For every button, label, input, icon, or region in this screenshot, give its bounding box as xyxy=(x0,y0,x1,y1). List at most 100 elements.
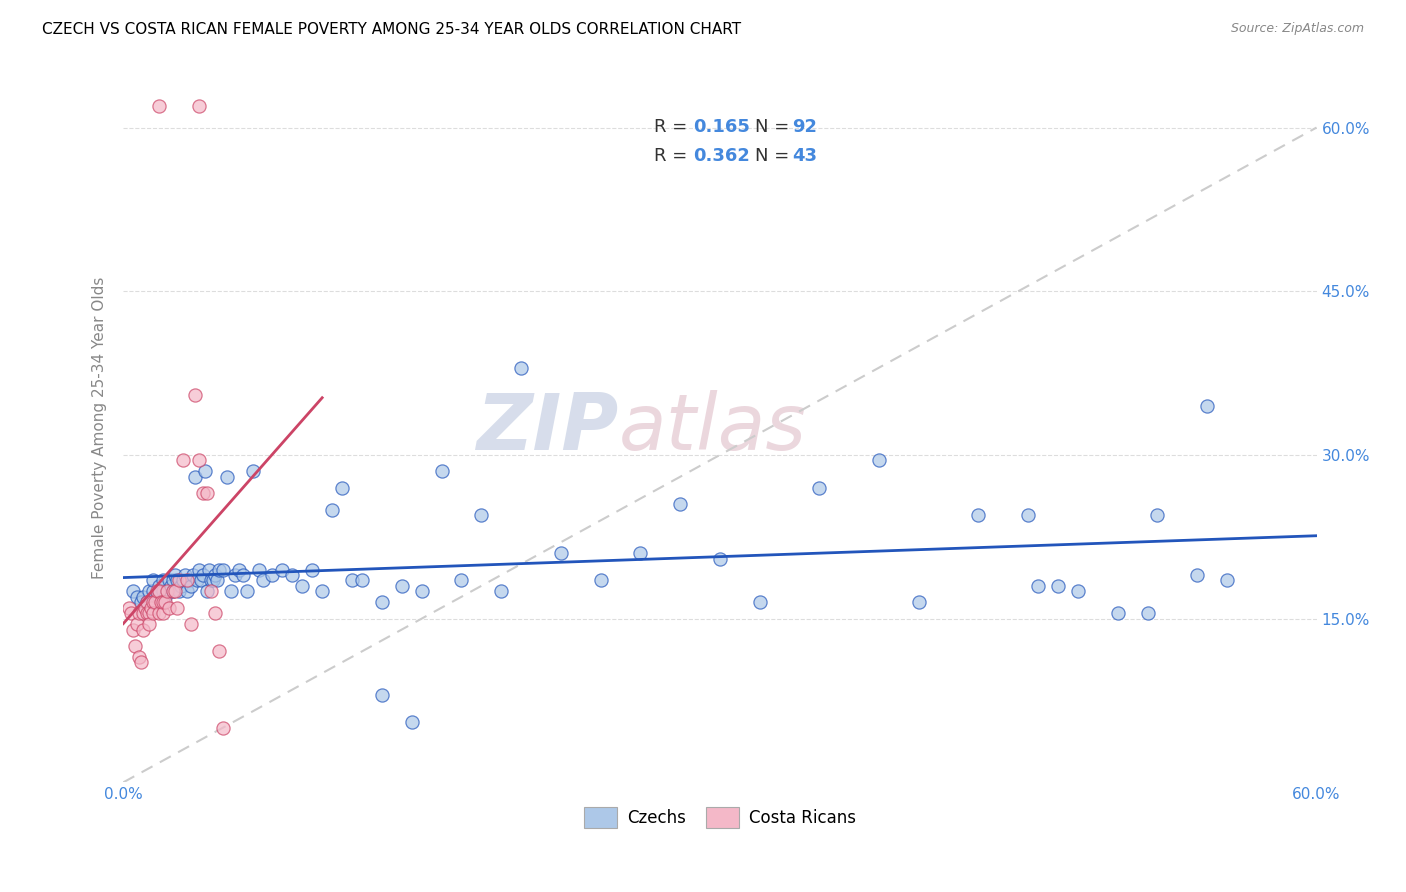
Point xyxy=(232,568,254,582)
Y-axis label: Female Poverty Among 25-34 Year Olds: Female Poverty Among 25-34 Year Olds xyxy=(93,277,107,579)
Point xyxy=(136,606,159,620)
Point xyxy=(152,574,174,588)
Point xyxy=(350,574,373,588)
Point xyxy=(391,579,413,593)
Point xyxy=(808,481,831,495)
Text: 0.362: 0.362 xyxy=(693,146,751,165)
Text: 0.165: 0.165 xyxy=(693,119,751,136)
Point xyxy=(184,388,207,402)
Point xyxy=(166,600,188,615)
Point xyxy=(194,464,217,478)
Point xyxy=(152,595,174,609)
Point xyxy=(1136,606,1159,620)
Point xyxy=(134,600,156,615)
Point xyxy=(122,623,145,637)
Point xyxy=(470,508,492,522)
Point xyxy=(191,486,214,500)
Point xyxy=(143,595,166,609)
Point xyxy=(142,574,165,588)
Point xyxy=(186,574,208,588)
Point xyxy=(271,562,294,576)
Point xyxy=(195,486,218,500)
Point xyxy=(489,584,512,599)
Point xyxy=(138,617,160,632)
Point xyxy=(510,360,533,375)
Point xyxy=(153,595,176,609)
Point xyxy=(128,649,150,664)
Text: N =: N = xyxy=(755,119,796,136)
Point xyxy=(153,590,176,604)
Point xyxy=(242,464,264,478)
Point xyxy=(1026,579,1049,593)
Point xyxy=(550,546,572,560)
Point xyxy=(157,574,180,588)
Point xyxy=(247,562,270,576)
Point xyxy=(195,584,218,599)
Point xyxy=(205,574,228,588)
Point xyxy=(709,551,731,566)
Point xyxy=(167,574,190,588)
Point xyxy=(1197,399,1219,413)
Point xyxy=(167,584,190,599)
Point xyxy=(162,574,184,588)
Text: Source: ZipAtlas.com: Source: ZipAtlas.com xyxy=(1230,22,1364,36)
Point xyxy=(907,595,929,609)
Point xyxy=(868,453,890,467)
Point xyxy=(1146,508,1168,522)
Point xyxy=(136,595,159,609)
Point xyxy=(215,470,238,484)
Point xyxy=(163,584,186,599)
Point xyxy=(176,574,198,588)
Text: 43: 43 xyxy=(792,146,817,165)
Point xyxy=(120,606,142,620)
Point xyxy=(228,562,250,576)
Text: R =: R = xyxy=(654,146,693,165)
Point xyxy=(200,584,222,599)
Point xyxy=(219,584,242,599)
Point xyxy=(118,600,141,615)
Point xyxy=(148,584,170,599)
Point xyxy=(157,600,180,615)
Point xyxy=(321,502,343,516)
Point xyxy=(170,579,193,593)
Point xyxy=(330,481,353,495)
Point xyxy=(148,579,170,593)
Point xyxy=(132,606,155,620)
Point xyxy=(142,584,165,599)
Point xyxy=(184,470,207,484)
Point xyxy=(172,453,194,467)
Point xyxy=(371,688,394,702)
Point xyxy=(1067,584,1090,599)
Point xyxy=(139,600,162,615)
Point xyxy=(450,574,472,588)
Point xyxy=(371,595,394,609)
Point xyxy=(162,584,184,599)
Point xyxy=(148,606,170,620)
Point xyxy=(628,546,651,560)
Point xyxy=(1107,606,1129,620)
Point xyxy=(122,584,145,599)
Point xyxy=(160,579,183,593)
Point xyxy=(187,562,209,576)
Point xyxy=(748,595,770,609)
Legend: Czechs, Costa Ricans: Czechs, Costa Ricans xyxy=(576,801,863,834)
Point xyxy=(156,584,179,599)
Point xyxy=(1216,574,1239,588)
Point xyxy=(174,568,197,582)
Point xyxy=(150,595,173,609)
Point xyxy=(142,595,165,609)
Point xyxy=(201,574,224,588)
Point xyxy=(208,562,231,576)
Text: 92: 92 xyxy=(792,119,817,136)
Point xyxy=(124,639,146,653)
Point xyxy=(177,574,200,588)
Point xyxy=(200,574,222,588)
Point xyxy=(152,606,174,620)
Point xyxy=(148,99,170,113)
Point xyxy=(148,584,170,599)
Point xyxy=(198,562,221,576)
Point xyxy=(152,584,174,599)
Text: N =: N = xyxy=(755,146,796,165)
Point xyxy=(163,568,186,582)
Point xyxy=(127,590,149,604)
